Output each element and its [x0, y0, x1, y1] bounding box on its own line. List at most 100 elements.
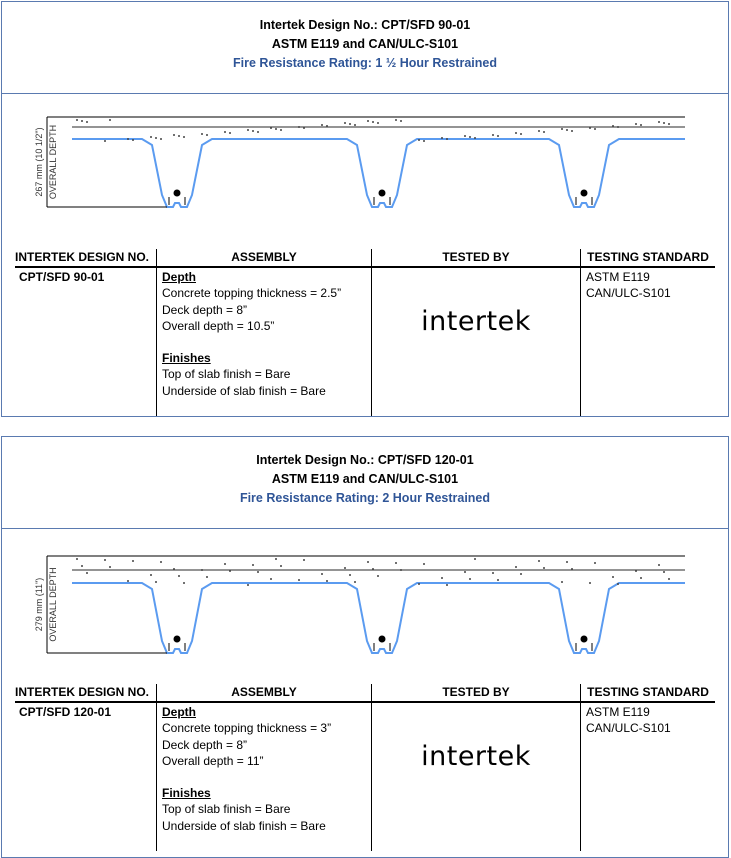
aggregate-dot [349, 123, 351, 125]
rebar-chair-icon [575, 643, 593, 651]
aggregate-dot [464, 135, 466, 137]
aggregate-dot [668, 123, 670, 125]
aggregate-dot [571, 568, 573, 570]
finish-line: Underside of slab finish = Bare [162, 383, 326, 398]
aggregate-dot [160, 561, 162, 563]
finish-line: Top of slab finish = Bare [162, 367, 291, 382]
intertek-logo: intertek [421, 741, 531, 772]
steel-deck-profile [72, 138, 685, 208]
aggregate-dot [257, 571, 259, 573]
aggregate-dot [418, 583, 420, 585]
depth-heading: Depth [162, 270, 196, 284]
aggregate-dot [326, 125, 328, 127]
aggregate-dot [464, 571, 466, 573]
aggregate-dot [446, 584, 448, 586]
col-header-tested-by: TESTED BY [372, 684, 581, 701]
aggregate-dot [492, 134, 494, 136]
aggregate-dot [497, 135, 499, 137]
rebar-icon [173, 189, 181, 197]
table-row: CPT/SFD 120-01 Depth Concrete topping th… [15, 703, 715, 851]
section-header: Intertek Design No.: CPT/SFD 90-01 ASTM … [2, 2, 728, 94]
rebar-chair-icon [373, 197, 391, 205]
aggregate-dot [229, 132, 231, 134]
depth-line: Overall depth = 10.5” [162, 318, 275, 333]
aggregate-dot [344, 567, 346, 569]
rebar-icon [378, 189, 386, 197]
aggregate-dot [663, 571, 665, 573]
aggregate-dot [668, 578, 670, 580]
aggregate-dot [492, 572, 494, 574]
aggregate-dot [155, 581, 157, 583]
aggregate-dot [658, 564, 660, 566]
testing-standard-cell: ASTM E119 CAN/ULC-S101 [581, 268, 715, 416]
aggregate-dot [183, 136, 185, 138]
design-no-cell: CPT/SFD 120-01 [15, 703, 157, 851]
aggregate-dot [566, 561, 568, 563]
table-header-row: INTERTEK DESIGN NO. ASSEMBLY TESTED BY T… [15, 249, 715, 268]
aggregate-dot [178, 135, 180, 137]
aggregate-dot [400, 120, 402, 122]
aggregate-dot [515, 132, 517, 134]
aggregate-dot [423, 563, 425, 565]
assembly-cell: Depth Concrete topping thickness = 3” De… [157, 703, 372, 851]
aggregate-dot [155, 137, 157, 139]
finishes-heading: Finishes [162, 351, 211, 366]
aggregate-dot [326, 580, 328, 582]
aggregate-dot [132, 139, 134, 141]
testing-standard-cell: ASTM E119 CAN/ULC-S101 [581, 703, 715, 851]
aggregate-dot [635, 123, 637, 125]
depth-line: Concrete topping thickness = 3” [162, 721, 332, 736]
aggregate-dot [344, 122, 346, 124]
standard-item: ASTM E119 [586, 705, 650, 719]
aggregate-dot [354, 581, 356, 583]
col-header-design-no: INTERTEK DESIGN NO. [15, 684, 157, 701]
aggregate-dot [109, 119, 111, 121]
aggregate-dot [571, 130, 573, 132]
aggregate-dot [635, 570, 637, 572]
fire-rating: Fire Resistance Rating: 2 Hour Restraine… [239, 491, 491, 505]
rebar-chair-icon [373, 643, 391, 651]
aggregate-dot [280, 565, 282, 567]
dimension-label-overall: OVERALL DEPTH [48, 125, 58, 199]
aggregate-dot [247, 584, 249, 586]
aggregate-dot [303, 559, 305, 561]
design-section-90-01: Intertek Design No.: CPT/SFD 90-01 ASTM … [1, 1, 729, 417]
rebar-icon [580, 635, 588, 643]
aggregate-dot [474, 137, 476, 139]
aggregate-dot [252, 130, 254, 132]
aggregate-dot [127, 580, 129, 582]
fire-rating: Fire Resistance Rating: 1 ½ Hour Restrai… [233, 56, 497, 70]
aggregate-dot [160, 138, 162, 140]
finish-line: Top of slab finish = Bare [162, 802, 291, 817]
aggregate-dot [86, 572, 88, 574]
aggregate-dot [349, 574, 351, 576]
aggregate-dot [298, 126, 300, 128]
col-header-design-no: INTERTEK DESIGN NO. [15, 249, 157, 266]
aggregate-dot [561, 581, 563, 583]
aggregate-dot [173, 568, 175, 570]
section-header: Intertek Design No.: CPT/SFD 120-01 ASTM… [2, 437, 728, 529]
design-title: Intertek Design No.: CPT/SFD 120-01 [256, 453, 474, 467]
tested-by-cell: intertek [372, 703, 581, 851]
aggregate-dot [76, 558, 78, 560]
finish-line: Underside of slab finish = Bare [162, 818, 326, 833]
aggregate-dot [589, 582, 591, 584]
aggregate-dot [321, 124, 323, 126]
design-title: Intertek Design No.: CPT/SFD 90-01 [259, 18, 471, 32]
aggregate-dot [270, 578, 272, 580]
aggregate-dot [640, 124, 642, 126]
aggregate-dot [441, 577, 443, 579]
aggregate-dot [224, 563, 226, 565]
aggregate-dot [612, 576, 614, 578]
standards-title: ASTM E119 and CAN/ULC-S101 [271, 37, 459, 51]
aggregate-dot [81, 565, 83, 567]
aggregate-dot [367, 561, 369, 563]
aggregate-dot [469, 578, 471, 580]
aggregate-dot [372, 568, 374, 570]
standard-item: ASTM E119 [586, 270, 650, 284]
dimension-label: 279 mm (11") [34, 578, 44, 632]
aggregate-dot [418, 139, 420, 141]
aggregate-dot [109, 566, 111, 568]
aggregate-dot [377, 122, 379, 124]
